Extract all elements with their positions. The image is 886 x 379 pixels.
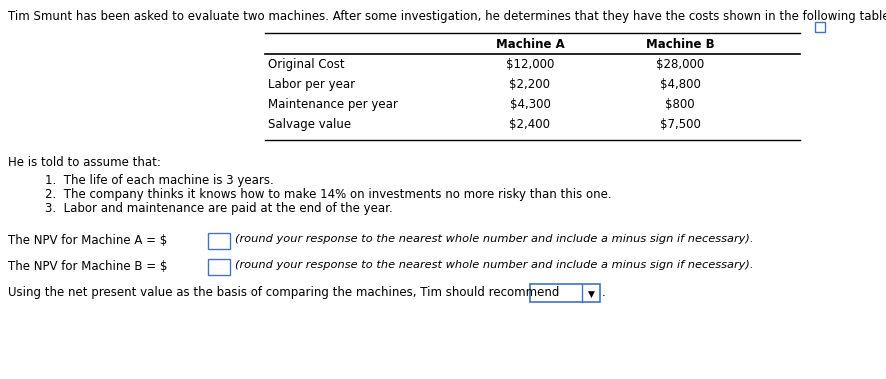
Text: $4,300: $4,300 bbox=[509, 98, 550, 111]
Text: Tim Smunt has been asked to evaluate two machines. After some investigation, he : Tim Smunt has been asked to evaluate two… bbox=[8, 10, 886, 23]
Text: Labor per year: Labor per year bbox=[268, 78, 354, 91]
Text: Using the net present value as the basis of comparing the machines, Tim should r: Using the net present value as the basis… bbox=[8, 286, 559, 299]
Text: $4,800: $4,800 bbox=[659, 78, 700, 91]
Text: Machine A: Machine A bbox=[495, 38, 563, 51]
Text: 2.  The company thinks it knows how to make 14% on investments no more risky tha: 2. The company thinks it knows how to ma… bbox=[45, 188, 611, 201]
FancyBboxPatch shape bbox=[207, 233, 229, 249]
Text: The NPV for Machine B = $: The NPV for Machine B = $ bbox=[8, 260, 167, 273]
Text: 3.  Labor and maintenance are paid at the end of the year.: 3. Labor and maintenance are paid at the… bbox=[45, 202, 392, 215]
Text: The NPV for Machine A = $: The NPV for Machine A = $ bbox=[8, 234, 167, 247]
Text: Maintenance per year: Maintenance per year bbox=[268, 98, 398, 111]
Text: .: . bbox=[602, 286, 605, 299]
Text: $2,400: $2,400 bbox=[509, 118, 550, 131]
Text: Machine B: Machine B bbox=[645, 38, 713, 51]
Text: ▼: ▼ bbox=[587, 290, 594, 299]
Text: (round your response to the nearest whole number and include a minus sign if nec: (round your response to the nearest whol… bbox=[235, 234, 752, 244]
Text: 1.  The life of each machine is 3 years.: 1. The life of each machine is 3 years. bbox=[45, 174, 274, 187]
FancyBboxPatch shape bbox=[207, 259, 229, 275]
Text: $2,200: $2,200 bbox=[509, 78, 550, 91]
Text: $28,000: $28,000 bbox=[655, 58, 703, 71]
Text: He is told to assume that:: He is told to assume that: bbox=[8, 156, 160, 169]
Text: (round your response to the nearest whole number and include a minus sign if nec: (round your response to the nearest whol… bbox=[235, 260, 752, 270]
Text: Original Cost: Original Cost bbox=[268, 58, 345, 71]
FancyBboxPatch shape bbox=[814, 22, 824, 32]
Text: $800: $800 bbox=[664, 98, 694, 111]
Text: $7,500: $7,500 bbox=[659, 118, 700, 131]
FancyBboxPatch shape bbox=[530, 284, 599, 302]
Text: $12,000: $12,000 bbox=[505, 58, 554, 71]
Text: Salvage value: Salvage value bbox=[268, 118, 351, 131]
